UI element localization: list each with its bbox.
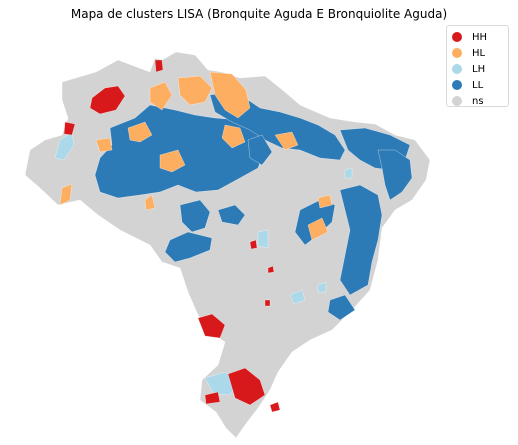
map-title: Mapa de clusters LISA (Bronquite Aguda E…: [70, 7, 448, 21]
hh-marker-icon: [452, 32, 462, 42]
legend-item-ll: LL: [452, 77, 508, 93]
lh-marker-icon: [452, 64, 462, 74]
legend-label: LH: [472, 63, 486, 75]
hl-cluster-regions: [59, 71, 333, 241]
map-legend: HH HL LH LL ns: [446, 25, 509, 107]
legend-label: LL: [472, 79, 484, 91]
hl-marker-icon: [452, 48, 462, 58]
legend-item-hh: HH: [452, 29, 508, 45]
ns-marker-icon: [452, 96, 462, 106]
lh-cluster-regions: [54, 131, 353, 396]
legend-label: ns: [472, 95, 484, 107]
legend-item-ns: ns: [452, 93, 508, 109]
legend-item-hl: HL: [452, 45, 508, 61]
hh-cluster-regions: [63, 59, 281, 413]
legend-label: HL: [472, 47, 486, 59]
ll-marker-icon: [452, 80, 462, 90]
legend-item-lh: LH: [452, 61, 508, 77]
legend-label: HH: [472, 31, 488, 43]
